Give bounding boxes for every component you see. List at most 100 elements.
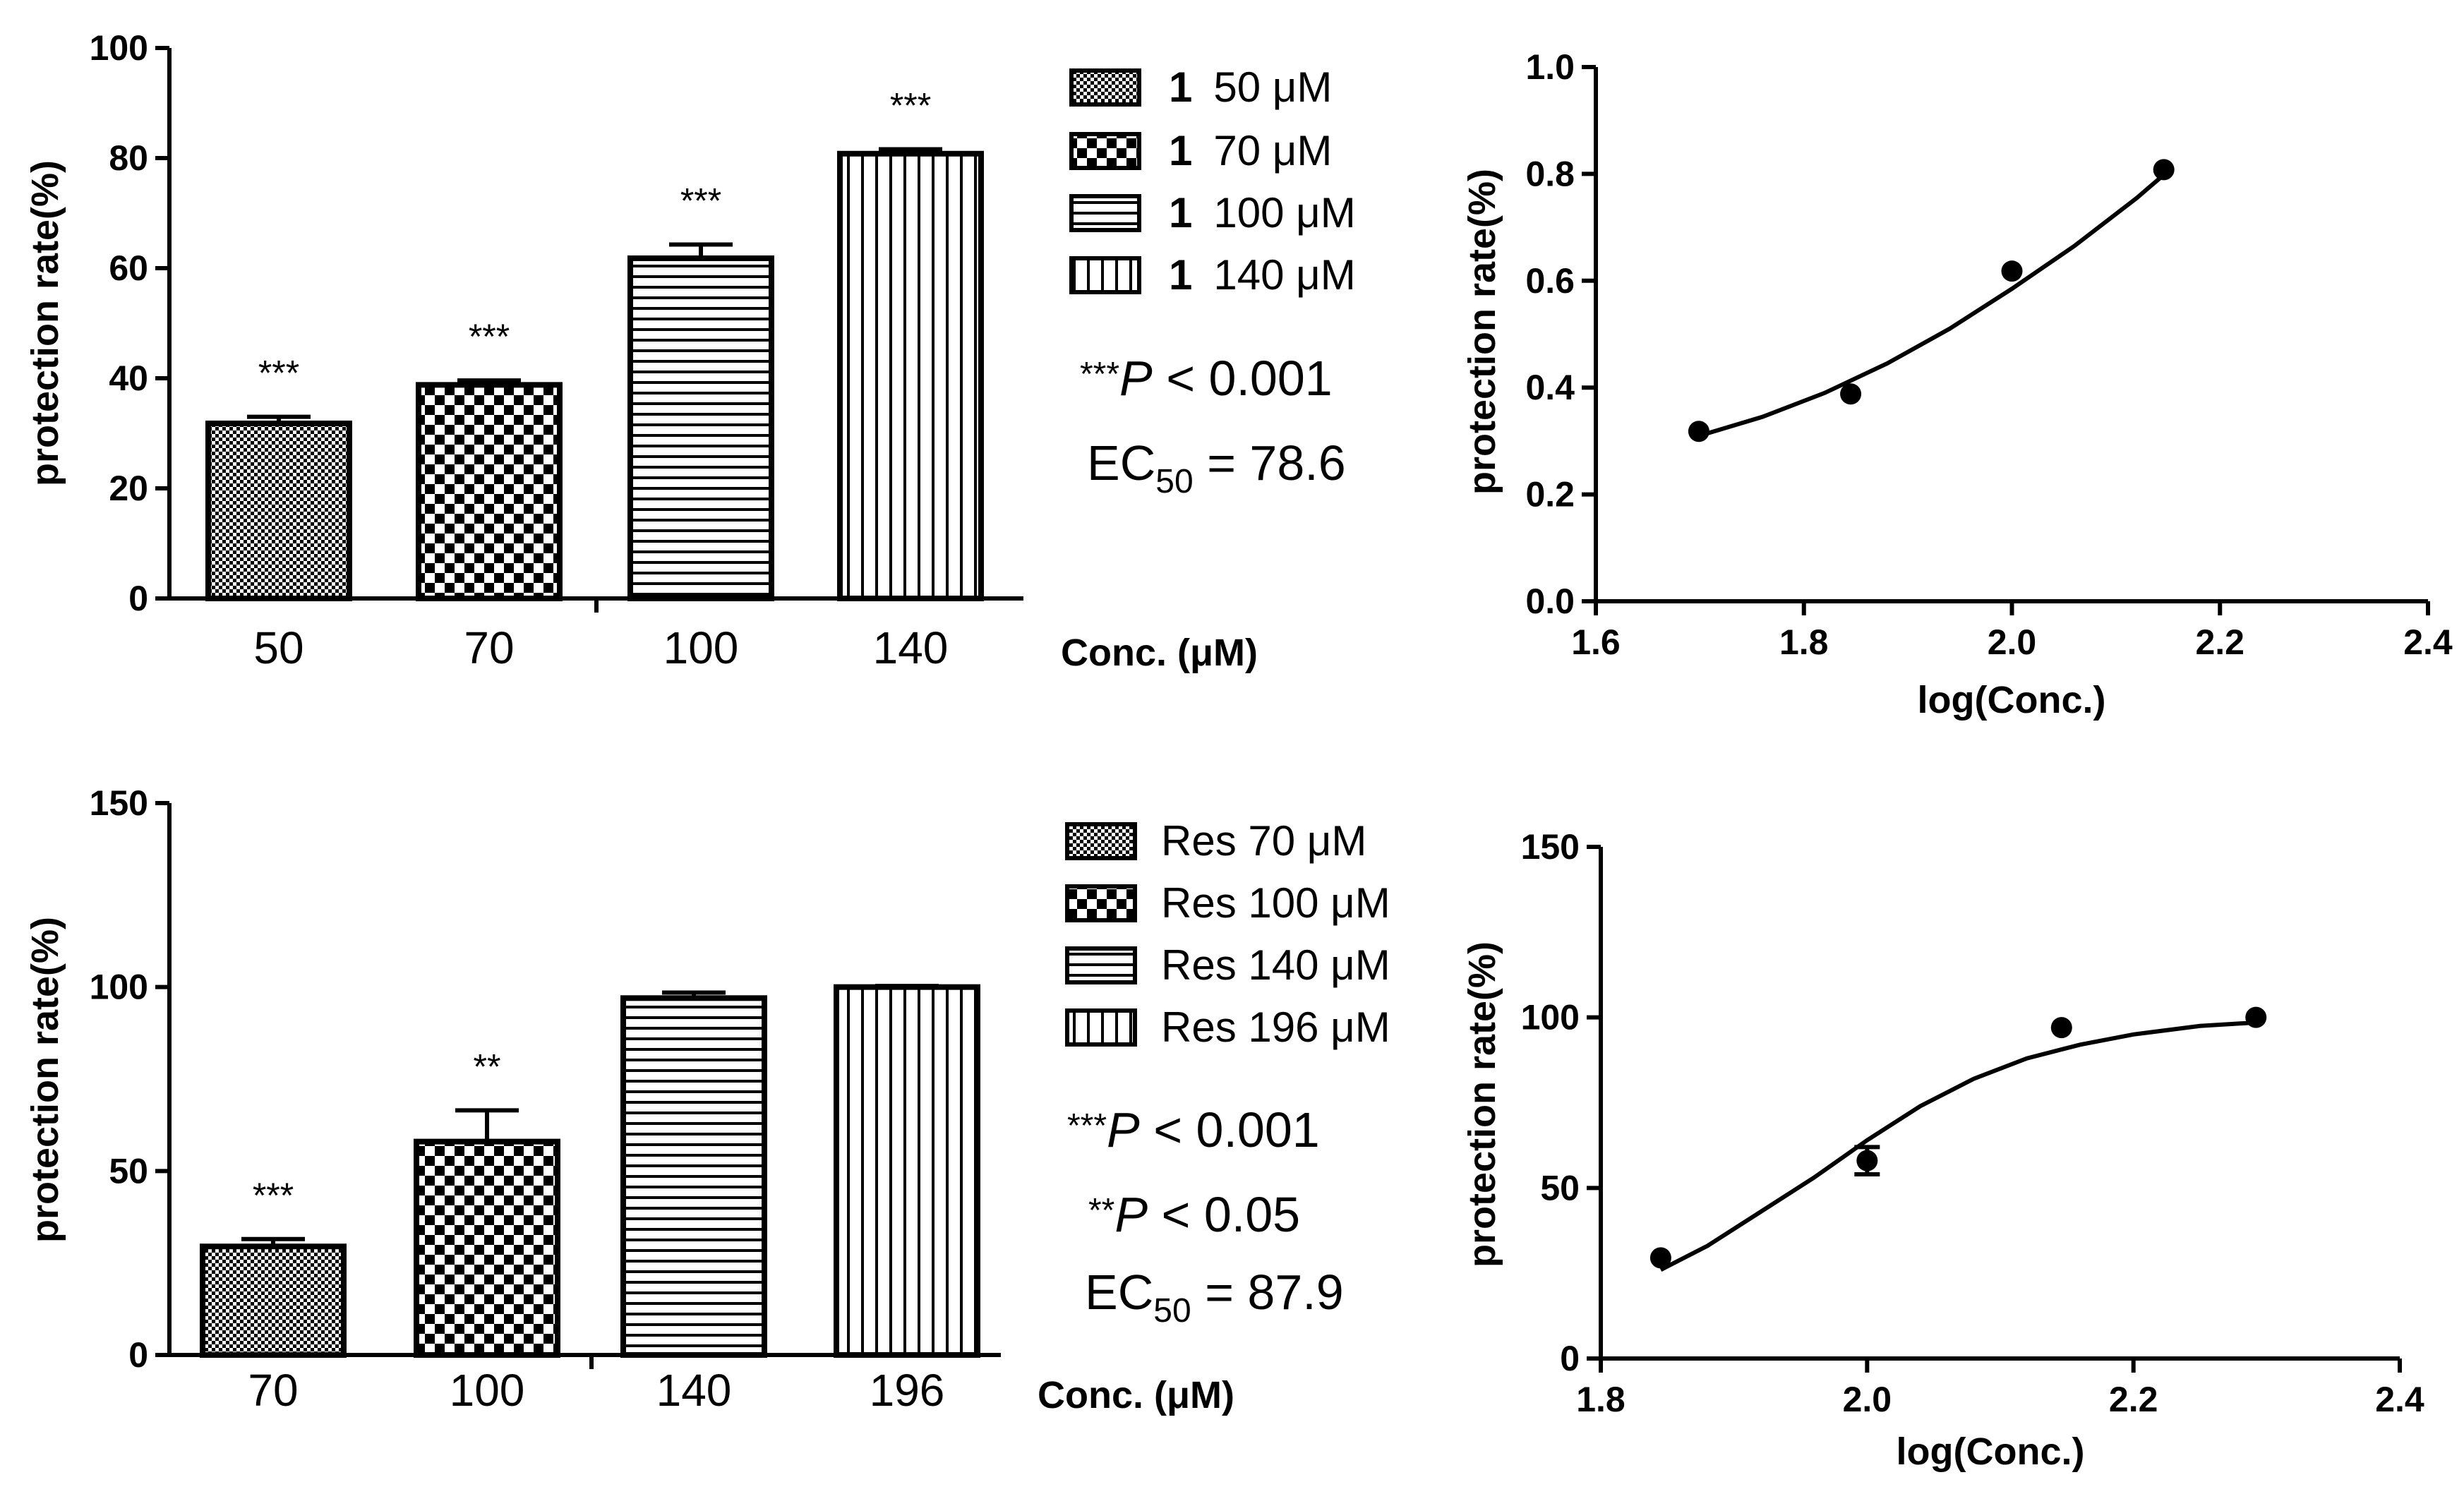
- bottom-curve-x-tick-label: 1.8: [1576, 1380, 1625, 1419]
- legend-swatch: [1065, 822, 1137, 860]
- top-curve-fit-curve: [1699, 169, 2170, 438]
- bottom-bar-bar: [414, 1138, 560, 1359]
- bottom-curve-x-tick-label: 2.0: [1843, 1380, 1892, 1419]
- top-p-value: ***P < 0.001: [1080, 351, 1333, 406]
- top-curve-x-tick-label: 2.4: [2403, 622, 2453, 662]
- top-curve-y-tick-label: 0.0: [1525, 582, 1575, 621]
- top-curve-marks: [1688, 159, 2175, 442]
- bottom-curve-y-label: protection rate(%): [1461, 941, 1503, 1267]
- bottom-curve-y-tick-label: 50: [1540, 1168, 1580, 1207]
- bottom-bar-y-tick-label: 150: [90, 783, 148, 823]
- bottom-curve-fit-curve: [1659, 1020, 2256, 1272]
- top-curve-x-tick-label: 2.0: [1988, 622, 2037, 662]
- top-bar-category-label: 100: [663, 622, 739, 673]
- bottom-bar-bar: [200, 1243, 347, 1358]
- top-curve-x-tick-label: 2.2: [2195, 622, 2244, 662]
- bottom-bar-marks: 70 *** 100 ** 140 196: [200, 984, 980, 1416]
- legend-swatch: [1069, 68, 1141, 107]
- bottom-bar-significance-label: **: [474, 1047, 501, 1086]
- bottom-p-value-2: **P < 0.05: [1088, 1187, 1300, 1242]
- bottom-bar-category-label: 196: [870, 1365, 945, 1416]
- bottom-curve-x-tick-label: 2.2: [2109, 1380, 2158, 1419]
- bottom-bar-significance-label: ***: [253, 1176, 294, 1215]
- legend-item: Res 140 μM: [1161, 941, 1390, 989]
- bottom-curve-data-point: [2245, 1006, 2267, 1028]
- top-bar-y-tick-label: 0: [128, 579, 148, 618]
- bottom-ec50: EC50 = 87.9: [1085, 1265, 1344, 1330]
- top-curve-ticks: 1.6 1.8 2.0 2.2 2.4 0.0 0.2 0.4 0.6 0.8 1.0: [1525, 47, 2452, 662]
- top-bar-marks: 50 *** 70 *** 100 *** 140 ***: [205, 86, 984, 673]
- legend-item: 1 50 μM: [1169, 64, 1332, 111]
- top-curve-y-tick-label: 0.2: [1525, 475, 1575, 514]
- top-bar-y-tick-label: 20: [109, 469, 148, 508]
- bottom-bar-x-unit-label: Conc. (μM): [1038, 1374, 1234, 1416]
- top-bar-y-label: protection rate(%): [24, 160, 66, 486]
- top-bar-y-tick-label: 60: [109, 248, 148, 288]
- bottom-bar-y-label: protection rate(%): [24, 917, 66, 1243]
- bottom-curve-y-tick-label: 150: [1521, 827, 1580, 867]
- bottom-curve-chart: 1.8 2.0 2.2 2.4 0 50 100 150 protection rate(%)…: [1461, 827, 2424, 1473]
- top-curve-x-tick-label: 1.8: [1779, 622, 1829, 662]
- top-bar-y-tick-label: 80: [109, 138, 148, 178]
- bottom-curve-x-label: log(Conc.): [1897, 1430, 2085, 1473]
- legend-item: 1 140 μM: [1169, 251, 1356, 299]
- top-curve-data-point: [2001, 260, 2023, 282]
- top-bar-bar: [837, 150, 984, 601]
- bottom-bar-legend: Res 70 μM Res 100 μM Res 140 μM Res 196 …: [1065, 817, 1390, 1051]
- legend-item: Res 100 μM: [1161, 879, 1390, 927]
- top-curve-y-tick-label: 0.8: [1525, 154, 1575, 193]
- bottom-bar-y-tick-label: 100: [90, 968, 148, 1007]
- top-curve-data-point: [1840, 383, 1862, 405]
- top-curve-data-point: [1688, 421, 1709, 442]
- top-curve-x-label: log(Conc.): [1918, 679, 2106, 721]
- top-bar-bar: [416, 382, 563, 601]
- legend-item: 1 100 μM: [1169, 189, 1356, 236]
- top-bar-chart: 50 *** 70 *** 100 *** 140 *** 0 20 40 60 80 100 prot…: [24, 28, 1356, 674]
- top-curve-chart: 1.6 1.8 2.0 2.2 2.4 0.0 0.2 0.4 0.6 0.8 1.0 protec…: [1461, 47, 2453, 721]
- top-curve-y-tick-label: 1.0: [1525, 47, 1575, 87]
- top-bar-legend: 1 50 μM 1 70 μM 1 100 μM 1 140 μM: [1069, 64, 1356, 299]
- bottom-curve-data-point: [2050, 1017, 2072, 1039]
- legend-item: Res 196 μM: [1161, 1004, 1390, 1051]
- top-bar-x-unit-label: Conc. (μM): [1061, 632, 1258, 674]
- legend-swatch: [1065, 884, 1137, 922]
- bottom-bar-category-label: 100: [450, 1365, 525, 1416]
- bottom-curve-x-tick-label: 2.4: [2375, 1380, 2424, 1419]
- bottom-bar-bar: [620, 995, 767, 1358]
- top-bar-y-tick-label: 40: [109, 359, 148, 398]
- bottom-bar-y-tick-label: 50: [109, 1151, 148, 1191]
- bottom-curve-data-point: [1856, 1150, 1878, 1171]
- bottom-bar-bar: [834, 984, 980, 1358]
- top-bar-significance-label: ***: [469, 317, 510, 356]
- bottom-curve-y-tick-label: 0: [1560, 1339, 1580, 1378]
- bottom-bar-category-label: 140: [656, 1365, 732, 1416]
- bottom-curve-data-point: [1649, 1247, 1671, 1269]
- bottom-curve-marks: [1649, 1006, 2267, 1272]
- bottom-bar-y-ticks: 0 50 100 150: [90, 783, 169, 1375]
- bottom-bar-chart: 70 *** 100 ** 140 196 0 50 100 150 protection ra…: [24, 783, 1390, 1416]
- top-ec50: EC50 = 78.6: [1087, 435, 1346, 500]
- bottom-bar-y-tick-label: 0: [128, 1335, 148, 1375]
- top-bar-significance-label: ***: [680, 181, 721, 220]
- top-curve-y-label: protection rate(%): [1461, 169, 1503, 495]
- top-bar-y-tick-label: 100: [90, 28, 148, 68]
- legend-item: Res 70 μM: [1161, 817, 1366, 865]
- bottom-curve-y-tick-label: 100: [1521, 998, 1580, 1037]
- top-bar-category-label: 70: [464, 622, 514, 673]
- top-bar-category-label: 140: [873, 622, 949, 673]
- top-bar-y-ticks: 0 20 40 60 80 100: [90, 28, 169, 618]
- top-bar-bar: [627, 255, 774, 601]
- top-curve-data-point: [2153, 159, 2175, 181]
- legend-item: 1 70 μM: [1169, 127, 1332, 174]
- bottom-curve-ticks: 1.8 2.0 2.2 2.4 0 50 100 150: [1521, 827, 2424, 1419]
- top-bar-bar: [205, 420, 352, 602]
- top-bar-significance-label: ***: [890, 86, 931, 126]
- legend-swatch: [1065, 946, 1137, 984]
- top-curve-y-tick-label: 0.4: [1525, 368, 1575, 407]
- top-curve-x-tick-label: 1.6: [1571, 622, 1621, 662]
- bottom-p-value-1: ***P < 0.001: [1067, 1102, 1320, 1157]
- top-bar-category-label: 50: [253, 622, 304, 673]
- legend-swatch: [1069, 256, 1141, 294]
- top-bar-significance-label: ***: [258, 354, 299, 393]
